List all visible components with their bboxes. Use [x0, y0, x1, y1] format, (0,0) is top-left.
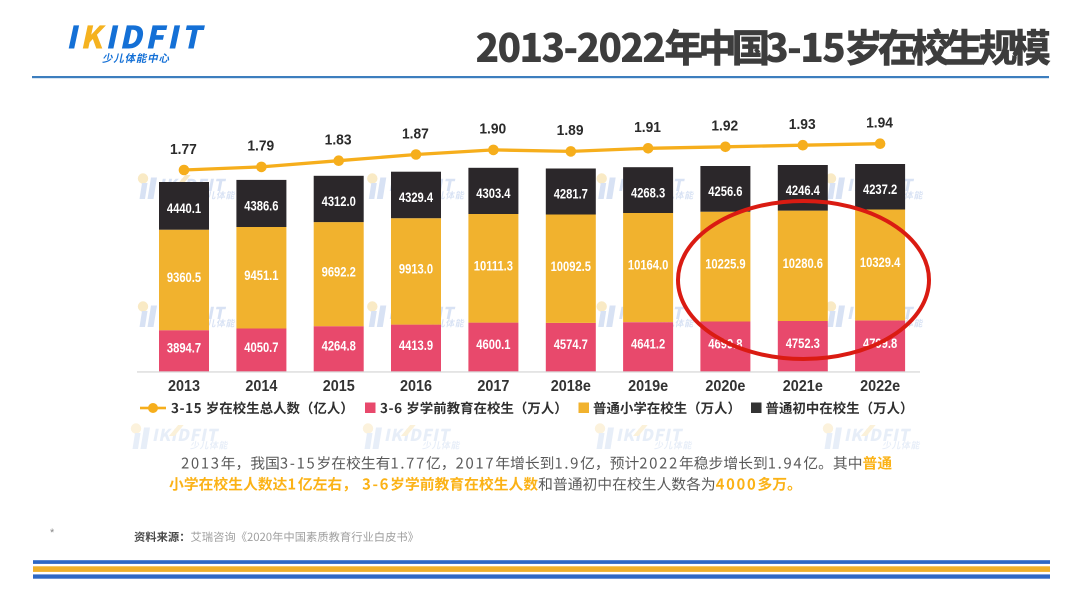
svg-text:2013: 2013 [168, 377, 200, 395]
svg-text:9692.2: 9692.2 [322, 264, 356, 279]
svg-text:2018e: 2018e [551, 377, 591, 395]
svg-text:1.94: 1.94 [866, 115, 893, 132]
svg-text:4329.4: 4329.4 [399, 190, 433, 205]
svg-text:4440.1: 4440.1 [167, 201, 201, 216]
svg-text:2021e: 2021e [783, 377, 823, 395]
svg-text:2014: 2014 [245, 377, 278, 395]
svg-text:2020e: 2020e [705, 377, 745, 395]
svg-text:10092.5: 10092.5 [551, 259, 591, 274]
svg-text:10280.6: 10280.6 [783, 256, 823, 271]
svg-text:4246.4: 4246.4 [786, 183, 820, 198]
svg-text:4574.7: 4574.7 [554, 337, 588, 352]
svg-text:4256.6: 4256.6 [708, 184, 742, 199]
svg-text:1.91: 1.91 [634, 120, 661, 137]
svg-text:1.87: 1.87 [402, 126, 429, 143]
svg-text:2016: 2016 [400, 377, 432, 395]
svg-text:4312.0: 4312.0 [322, 194, 356, 209]
svg-text:9360.5: 9360.5 [167, 270, 201, 285]
svg-text:9913.0: 9913.0 [399, 261, 433, 276]
svg-text:4413.9: 4413.9 [399, 338, 433, 353]
svg-text:1.77: 1.77 [170, 141, 197, 158]
svg-text:4386.6: 4386.6 [244, 199, 278, 214]
svg-text:1.89: 1.89 [557, 123, 584, 140]
svg-text:4752.3: 4752.3 [786, 336, 820, 351]
svg-text:10329.4: 10329.4 [860, 255, 900, 270]
svg-text:4303.4: 4303.4 [476, 186, 510, 201]
svg-text:4268.3: 4268.3 [631, 185, 665, 200]
svg-text:4264.8: 4264.8 [322, 339, 356, 354]
svg-text:3894.7: 3894.7 [167, 341, 201, 356]
svg-text:1.92: 1.92 [711, 118, 738, 135]
svg-text:1.93: 1.93 [789, 117, 816, 134]
svg-text:4600.1: 4600.1 [476, 337, 510, 352]
svg-text:*: * [50, 527, 55, 539]
svg-text:4237.2: 4237.2 [863, 182, 897, 197]
svg-text:2019e: 2019e [628, 377, 668, 395]
svg-text:4050.7: 4050.7 [244, 340, 278, 355]
svg-text:1.83: 1.83 [325, 132, 352, 149]
svg-text:1.79: 1.79 [247, 138, 274, 155]
svg-text:2015: 2015 [323, 377, 356, 395]
svg-text:1.90: 1.90 [479, 121, 506, 138]
svg-text:2022e: 2022e [860, 377, 900, 395]
svg-text:10225.9: 10225.9 [705, 257, 745, 272]
svg-text:10164.0: 10164.0 [628, 258, 668, 273]
svg-text:9451.1: 9451.1 [244, 268, 278, 283]
svg-text:10111.3: 10111.3 [474, 258, 513, 273]
svg-text:4281.7: 4281.7 [554, 187, 588, 202]
svg-text:2017: 2017 [477, 377, 509, 395]
svg-text:4641.2: 4641.2 [631, 337, 665, 352]
